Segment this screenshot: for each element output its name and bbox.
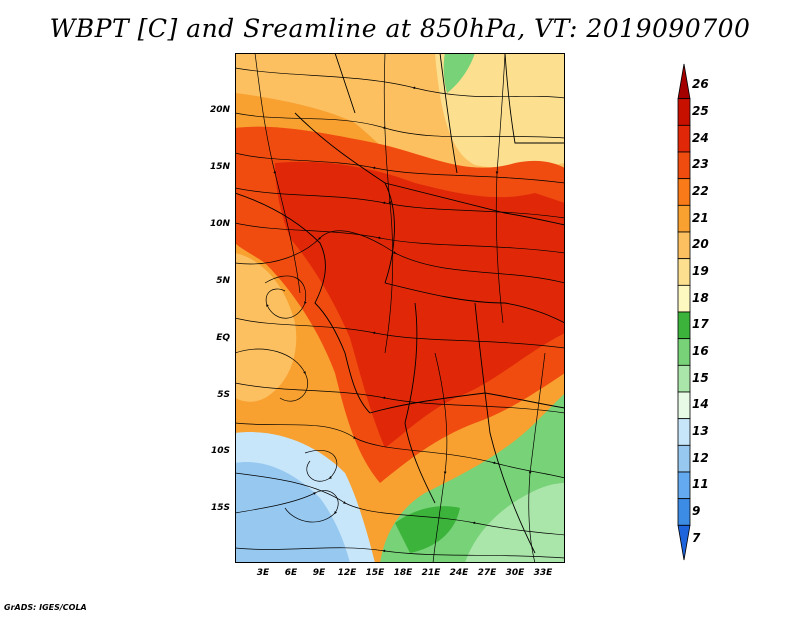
lon-tick-label: 33E <box>533 568 553 578</box>
colorbar-cell <box>677 98 691 126</box>
colorbar-cell <box>677 444 691 473</box>
lat-tick-label: 15N <box>209 162 230 172</box>
lon-tick-label: 21E <box>421 568 441 578</box>
colorbar-label: 24 <box>692 130 709 145</box>
colorbar-cell <box>677 178 691 206</box>
colorbar-cell <box>677 124 691 153</box>
colorbar-cell <box>677 391 691 420</box>
lon-tick-label: 6E <box>284 568 298 578</box>
colorbar-label: 20 <box>692 237 709 252</box>
lat-tick-label: 10S <box>210 446 230 456</box>
colorbar-cell <box>677 63 691 100</box>
colorbar-label: 12 <box>692 450 709 465</box>
lon-tick-label: 9E <box>312 568 326 578</box>
colorbar-cell <box>677 231 691 260</box>
colorbar-label: 16 <box>692 344 709 358</box>
field-north-green <box>443 53 475 93</box>
field-northeast-pale <box>435 53 565 169</box>
wbpt-streamline-map <box>235 53 565 563</box>
lon-tick-label: 15E <box>365 568 385 578</box>
colorbar-cell <box>677 524 691 561</box>
lon-tick-label: 24E <box>449 568 469 578</box>
colorbar-label: 7 <box>692 530 701 545</box>
colorbar-cell <box>677 151 691 180</box>
colorbar-label: 14 <box>692 397 709 412</box>
colorbar-cell <box>677 204 691 233</box>
colorbar-cell <box>677 418 691 446</box>
colorbar <box>677 63 691 561</box>
colorbar-label: 23 <box>692 157 709 172</box>
lon-tick-label: 30E <box>505 568 525 578</box>
colorbar-cell <box>677 311 691 340</box>
lon-tick-label: 27E <box>477 568 497 578</box>
streamlines <box>235 53 565 563</box>
field-southeast-light <box>465 483 565 563</box>
colorbar-label: 21 <box>692 210 709 225</box>
colorbar-label: 11 <box>692 477 709 492</box>
colorbar-cell <box>677 498 691 526</box>
lat-tick-label: 20N <box>209 105 230 115</box>
lat-tick-label: EQ <box>216 333 230 343</box>
lat-tick-label: 5S <box>217 390 230 400</box>
map-title: WBPT [C] and Sreamline at 850hPa, VT: 20… <box>49 14 751 43</box>
colorbar-label: 13 <box>692 424 709 438</box>
colorbar-label: 9 <box>692 504 701 518</box>
colorbar-label: 19 <box>692 264 709 278</box>
colorbar-label: 25 <box>692 104 709 118</box>
colorbar-cell <box>677 338 691 366</box>
colorbar-cell <box>677 284 691 313</box>
colorbar-label: 18 <box>692 290 709 305</box>
lon-tick-label: 3E <box>256 568 270 578</box>
map-frame <box>235 53 565 563</box>
lon-tick-label: 18E <box>393 568 413 578</box>
footer-credit: GrADS: IGES/COLA <box>4 603 87 612</box>
colorbar-label: 17 <box>692 317 709 332</box>
colorbar-cell <box>677 471 691 500</box>
colorbar-cell <box>677 258 691 286</box>
lat-tick-label: 5N <box>216 276 230 286</box>
colorbar-label: 22 <box>692 184 709 198</box>
lat-tick-label: 10N <box>209 219 230 229</box>
colorbar-label: 15 <box>692 370 709 385</box>
field-southwest-blue <box>235 462 350 563</box>
colorbar-cell <box>677 364 691 393</box>
field-west-pale <box>235 253 297 402</box>
colorbar-label: 26 <box>692 77 709 92</box>
lon-tick-label: 12E <box>337 568 357 578</box>
lat-tick-label: 15S <box>210 503 230 513</box>
